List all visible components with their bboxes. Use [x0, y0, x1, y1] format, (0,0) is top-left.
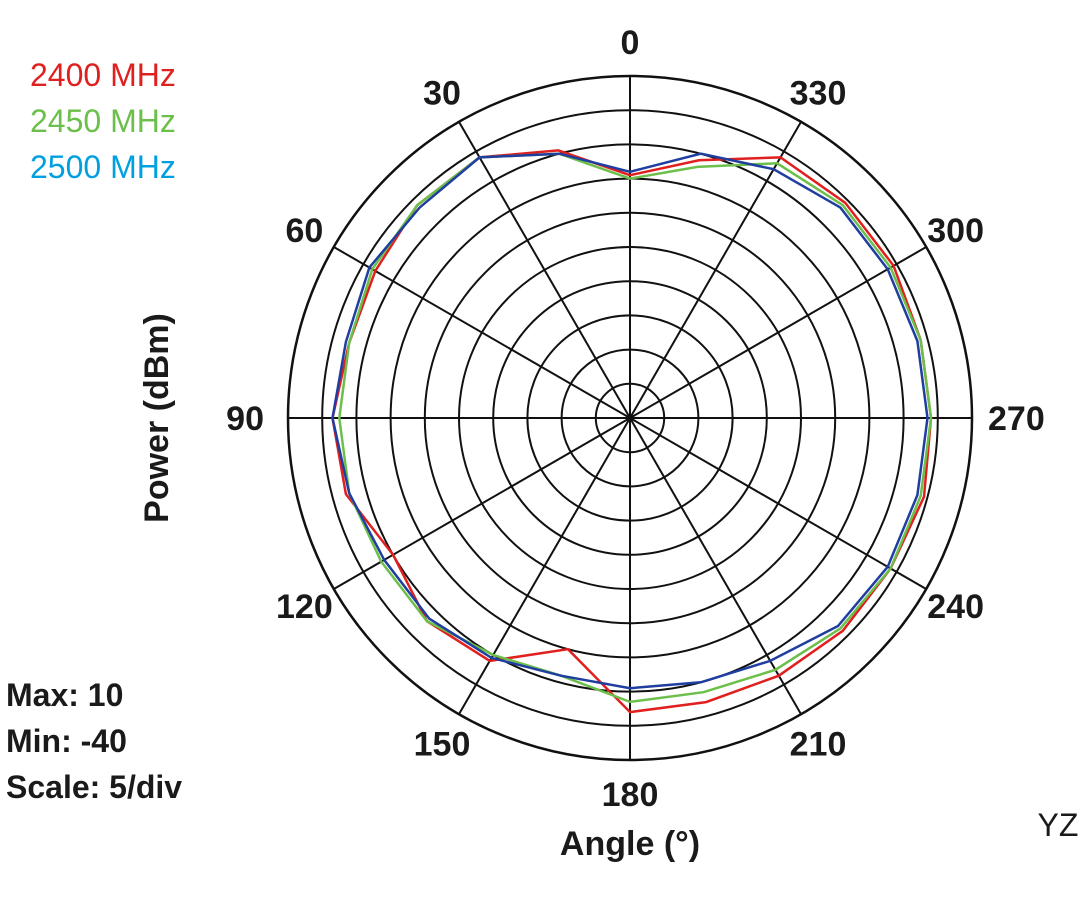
angle-tick-label: 0	[621, 24, 640, 62]
legend-entry-2400: 2400 MHz	[30, 57, 176, 93]
info-min: Min: -40	[6, 723, 127, 759]
legend-entry-2500: 2500 MHz	[30, 149, 176, 185]
grid-spoke	[629, 417, 802, 715]
legend: 2400 MHz 2450 MHz 2500 MHz	[30, 57, 176, 185]
grid-spoke	[629, 417, 927, 590]
legend-entry-2450: 2450 MHz	[30, 103, 176, 139]
y-axis-title: Power (dBm)	[138, 313, 176, 523]
grid-spoke	[333, 246, 631, 419]
angle-tick-label: 120	[276, 588, 333, 626]
angle-tick-label: 330	[790, 74, 847, 112]
angle-tick-label: 180	[602, 776, 659, 814]
info-scale: Scale: 5/div	[6, 769, 182, 805]
angle-tick-label: 210	[790, 726, 847, 764]
grid-spoke	[629, 246, 927, 419]
angle-tick-label: 240	[927, 588, 984, 626]
grid-spoke	[458, 417, 631, 715]
angle-tick-label: 90	[226, 400, 264, 438]
angle-tick-label: 30	[423, 74, 461, 112]
angle-tick-labels: 0 30 60 90 120 150 180 210 240 270 300 330	[226, 24, 1045, 814]
grid-spoke	[458, 121, 631, 419]
scale-info: Max: 10 Min: -40 Scale: 5/div	[6, 677, 182, 805]
x-axis-title: Angle (°)	[560, 825, 700, 863]
series-line-2450-mhz	[338, 152, 933, 704]
angle-tick-label: 300	[927, 212, 984, 250]
series-layer	[331, 149, 933, 714]
grid-spoke	[629, 121, 802, 419]
polar-grid	[286, 74, 974, 762]
angle-tick-label: 150	[414, 726, 471, 764]
series-line-2400-mhz	[331, 149, 933, 714]
angle-tick-label: 270	[988, 400, 1045, 438]
grid-spoke	[333, 417, 631, 590]
series-line-2500-mhz	[331, 152, 929, 690]
info-max: Max: 10	[6, 677, 123, 713]
angle-tick-label: 60	[285, 212, 323, 250]
plane-label: YZ	[1038, 807, 1079, 843]
